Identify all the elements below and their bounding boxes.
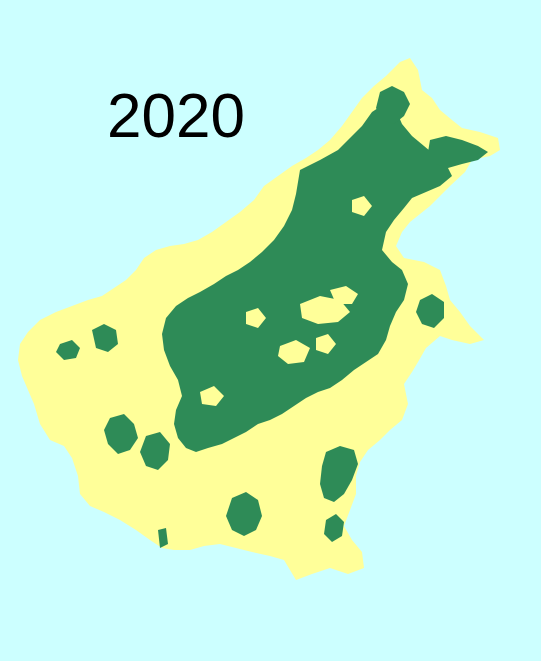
forest-patch-west xyxy=(56,340,80,360)
forest-patch-southeast-2 xyxy=(324,514,344,542)
clearing-7 xyxy=(352,196,372,216)
clearing-6 xyxy=(246,308,266,328)
clearing-3 xyxy=(278,340,310,364)
forest-patch-east-coast xyxy=(416,294,444,328)
forest-patch-southwest xyxy=(104,414,138,454)
forest-patch-north xyxy=(376,86,410,124)
forest-patch-southeast xyxy=(320,446,358,502)
forest-patch-central-west xyxy=(92,324,118,352)
clearing-4 xyxy=(316,334,336,354)
clearing-5 xyxy=(200,386,224,406)
forest-cover xyxy=(56,86,488,548)
forest-patch-south-edge xyxy=(158,528,168,548)
forest-clearings xyxy=(200,196,372,406)
forest-patch-southwest-2 xyxy=(140,432,170,470)
forest-patch-central xyxy=(162,104,452,452)
year-label: 2020 xyxy=(107,82,245,151)
forest-patch-northeast xyxy=(428,136,488,168)
clearing-2 xyxy=(330,286,358,304)
forest-patch-south xyxy=(226,492,262,536)
